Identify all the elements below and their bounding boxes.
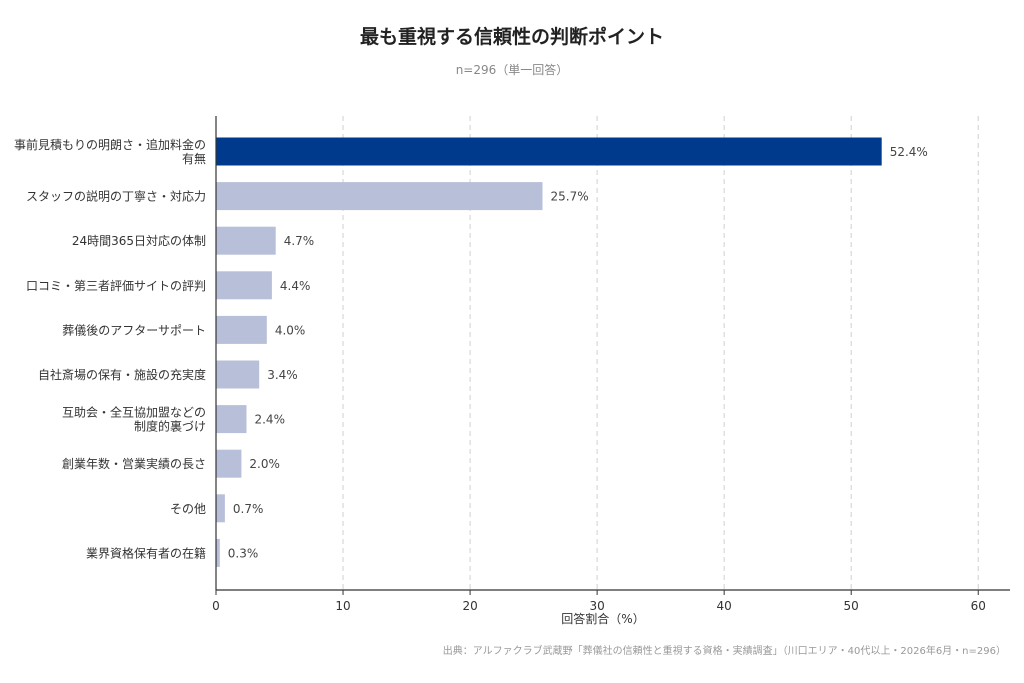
- x-tick-label: 0: [212, 599, 220, 613]
- category-label: 24時間365日対応の体制: [72, 234, 206, 248]
- data-label: 4.0%: [275, 323, 306, 337]
- bar: [216, 271, 272, 300]
- category-label: スタッフの説明の丁寧さ・対応力: [26, 189, 206, 204]
- data-label: 25.7%: [550, 190, 588, 204]
- bar: [216, 226, 276, 255]
- source-note: 出典：アルファクラブ武蔵野「葬儀社の信頼性と重視する資格・実績調査」（川口エリア…: [442, 646, 1006, 657]
- category-label: 制度的裏づけ: [134, 419, 206, 434]
- x-tick-label: 20: [462, 599, 477, 613]
- chart-title: 最も重視する信頼性の判断ポイント: [359, 26, 664, 48]
- bar: [216, 137, 882, 166]
- data-label: 2.0%: [249, 457, 280, 471]
- bar: [216, 494, 225, 523]
- bar: [216, 449, 242, 478]
- data-label: 52.4%: [890, 145, 928, 159]
- category-label: 事前見積もりの明朗さ・追加料金の: [14, 137, 206, 152]
- category-label: 自社斎場の保有・施設の充実度: [38, 367, 206, 382]
- x-tick-label: 50: [844, 599, 859, 613]
- bar: [216, 405, 247, 434]
- x-tick-label: 30: [589, 599, 604, 613]
- category-label: 互助会・全互協加盟などの: [62, 405, 206, 420]
- data-label: 2.4%: [254, 413, 285, 427]
- category-label: 創業年数・営業実績の長さ: [62, 456, 206, 471]
- data-label: 4.7%: [284, 234, 315, 248]
- data-label: 3.4%: [267, 368, 298, 382]
- bar: [216, 315, 267, 344]
- data-label: 0.3%: [228, 546, 259, 560]
- category-label: その他: [170, 502, 206, 516]
- x-axis-label: 回答割合（%）: [561, 611, 644, 626]
- x-tick-label: 40: [717, 599, 732, 613]
- x-tick-label: 10: [335, 599, 350, 613]
- category-label: 口コミ・第三者評価サイトの評判: [26, 278, 206, 293]
- bar: [216, 182, 543, 211]
- data-label: 4.4%: [280, 279, 311, 293]
- category-label: 有無: [182, 151, 206, 166]
- data-label: 0.7%: [233, 502, 264, 516]
- x-tick-label: 60: [971, 599, 986, 613]
- bar: [216, 538, 220, 567]
- chart-subtitle: n=296（単一回答）: [455, 63, 569, 77]
- category-label: 葬儀後のアフターサポート: [62, 323, 206, 337]
- category-label: 業界資格保有者の在籍: [86, 545, 206, 560]
- bar: [216, 360, 260, 389]
